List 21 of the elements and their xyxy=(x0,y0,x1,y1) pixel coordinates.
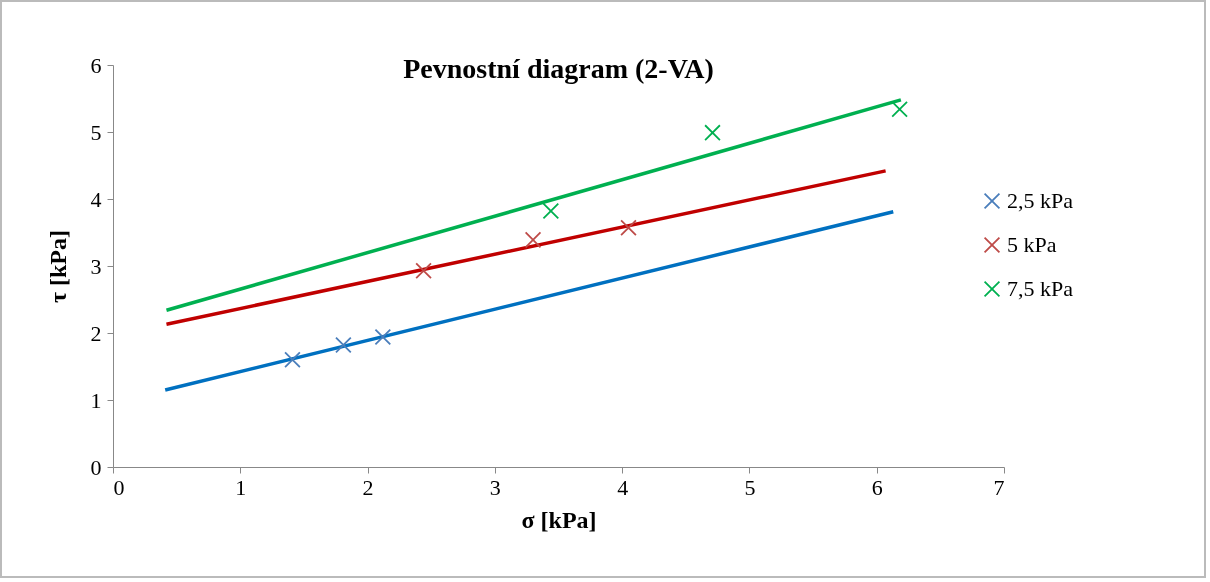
y-tick-label: 0 xyxy=(90,454,102,480)
legend-label: 2,5 kPa xyxy=(1007,188,1074,213)
y-tick-label: 3 xyxy=(90,253,102,279)
y-tick-label: 4 xyxy=(90,186,102,212)
x-tick-label: 0 xyxy=(113,474,125,500)
x-axis-title: σ [kPa] xyxy=(521,506,597,533)
y-tick-label: 6 xyxy=(90,52,102,78)
legend-label: 7,5 kPa xyxy=(1007,276,1074,301)
x-tick-label: 1 xyxy=(235,474,247,500)
x-tick-label: 3 xyxy=(489,474,501,500)
y-tick-label: 1 xyxy=(90,387,102,413)
y-axis-title: τ [kPa] xyxy=(44,229,71,304)
x-tick-label: 2 xyxy=(362,474,374,500)
x-tick-label: 4 xyxy=(617,474,629,500)
y-tick-label: 5 xyxy=(90,119,102,145)
chart-title: Pevnostní diagram (2-VA) xyxy=(403,53,714,84)
y-tick-label: 2 xyxy=(90,320,102,346)
legend-label: 5 kPa xyxy=(1007,232,1057,257)
x-tick-label: 5 xyxy=(744,474,756,500)
x-tick-label: 6 xyxy=(871,474,883,500)
x-tick-label: 7 xyxy=(993,474,1005,500)
